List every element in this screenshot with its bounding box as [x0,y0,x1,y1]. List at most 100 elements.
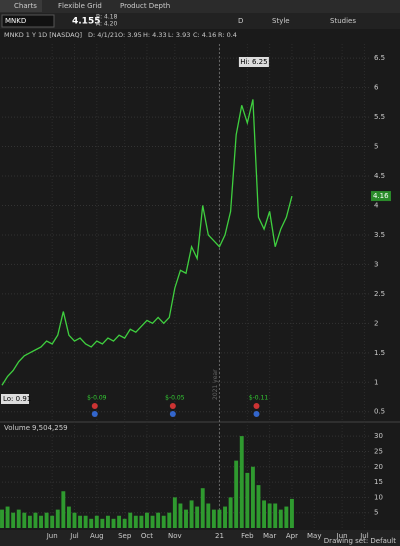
x-tick-label: 21 [215,532,224,540]
volume-bar [284,506,289,528]
volume-bar [256,485,261,528]
y-tick-label: 20 [374,463,383,471]
price-line [1,99,293,386]
volume-bar [55,509,60,528]
y-tick-label: 5 [374,509,378,517]
volume-bar [161,515,166,528]
volume-bar [267,503,272,528]
volume-bar [0,509,4,528]
footer-text: Drawing set: Default [324,537,396,545]
volume-bar [223,506,227,528]
volume-bar [211,509,216,528]
tab-bar [0,0,400,13]
volume-bar [66,506,71,528]
y-tick-label: 15 [374,478,383,486]
dividend-label: $-0.05 [165,395,185,402]
x-tick-label: Jul [69,532,79,540]
volume-last: 9,504,259 [32,424,68,432]
volume-bar [145,512,149,528]
lo-label: Lo: 0.91 [3,395,31,403]
volume-bar [11,512,16,528]
y-tick-label: 4.5 [374,172,385,180]
volume-bar [16,509,21,528]
volume-title: Volume [4,424,30,432]
y-tick-label: 6 [374,84,379,92]
volume-bar [250,466,255,528]
chart-header: C: 4.16 [193,31,216,39]
volume-bar [262,500,267,528]
x-tick-label: Feb [241,532,254,540]
y-tick-label: 5 [374,143,378,151]
period[interactable]: D [238,17,243,25]
volume-bar [44,512,49,528]
volume-bar [178,503,183,528]
volume-bar [139,515,144,528]
volume-bar [156,512,161,528]
volume-bar [234,460,239,528]
event-icon [253,411,260,417]
chart-header: L: 3.93 [168,31,190,39]
tab[interactable]: Flexible Grid [58,2,102,10]
volume-bar [33,512,38,528]
volume-bar [206,503,211,528]
footer [0,530,400,546]
volume-bar [111,518,116,528]
chart-header: R: 0.4 [218,31,237,39]
chart-header: H: 4.33 [143,31,167,39]
x-tick-label: May [307,532,321,540]
y-tick-label: 3.5 [374,231,385,239]
y-tick-label: 10 [374,493,383,501]
event-icon [253,403,260,409]
ask: A: 4.20 [96,21,117,28]
volume-bar [150,515,155,528]
x-tick-label: Sep [118,532,132,540]
toolbar [0,13,400,29]
x-tick-label: Nov [168,532,182,540]
tab[interactable]: Charts [14,2,37,10]
y-tick-label: 2 [374,319,378,327]
volume-bar [273,503,278,528]
volume-bar [39,515,43,528]
tab[interactable]: Product Depth [120,2,170,10]
volume-bar [289,498,294,528]
volume-bar [61,491,66,528]
volume-bar [117,515,122,528]
year-label: 2021 year [212,369,219,400]
symbol-box[interactable] [1,14,55,28]
last-box [371,191,391,202]
volume-bar [72,512,77,528]
event-icon [169,403,176,409]
y-tick-label: 2.5 [374,290,385,298]
volume-bar [105,515,110,528]
y-tick-label: 25 [374,447,383,455]
symbol[interactable]: MNKD [5,17,26,25]
dividend-label: $-0.11 [249,395,269,402]
event-icon [91,403,98,409]
x-tick-label: Jun [336,532,348,540]
chart-header: MNKD 1 Y 1D [NASDAQ] [4,31,82,39]
volume-bar [5,506,10,528]
volume-bar [195,506,200,528]
chart-header: O: 3.95 [118,31,142,39]
event-icon [91,411,98,417]
x-tick-label: Aug [90,532,104,540]
y-tick-label: 4 [374,201,379,209]
volume-bar [133,515,138,528]
volume-bar [172,497,177,528]
y-tick-label: 30 [374,432,383,440]
event-icon [169,411,176,417]
x-tick-label: Jun [46,532,58,540]
y-tick-label: 1.5 [374,349,385,357]
tab-active[interactable] [0,0,42,12]
volume-bar [278,509,283,528]
x-tick-label: Apr [286,532,298,540]
volume-bar [50,515,55,528]
volume-bar [27,515,32,528]
studies-button[interactable]: Studies [330,17,356,25]
y-tick-label: 1 [374,378,378,386]
style-button[interactable]: Style [272,17,290,25]
volume-bar [245,472,250,528]
x-tick-label: Mar [263,532,276,540]
